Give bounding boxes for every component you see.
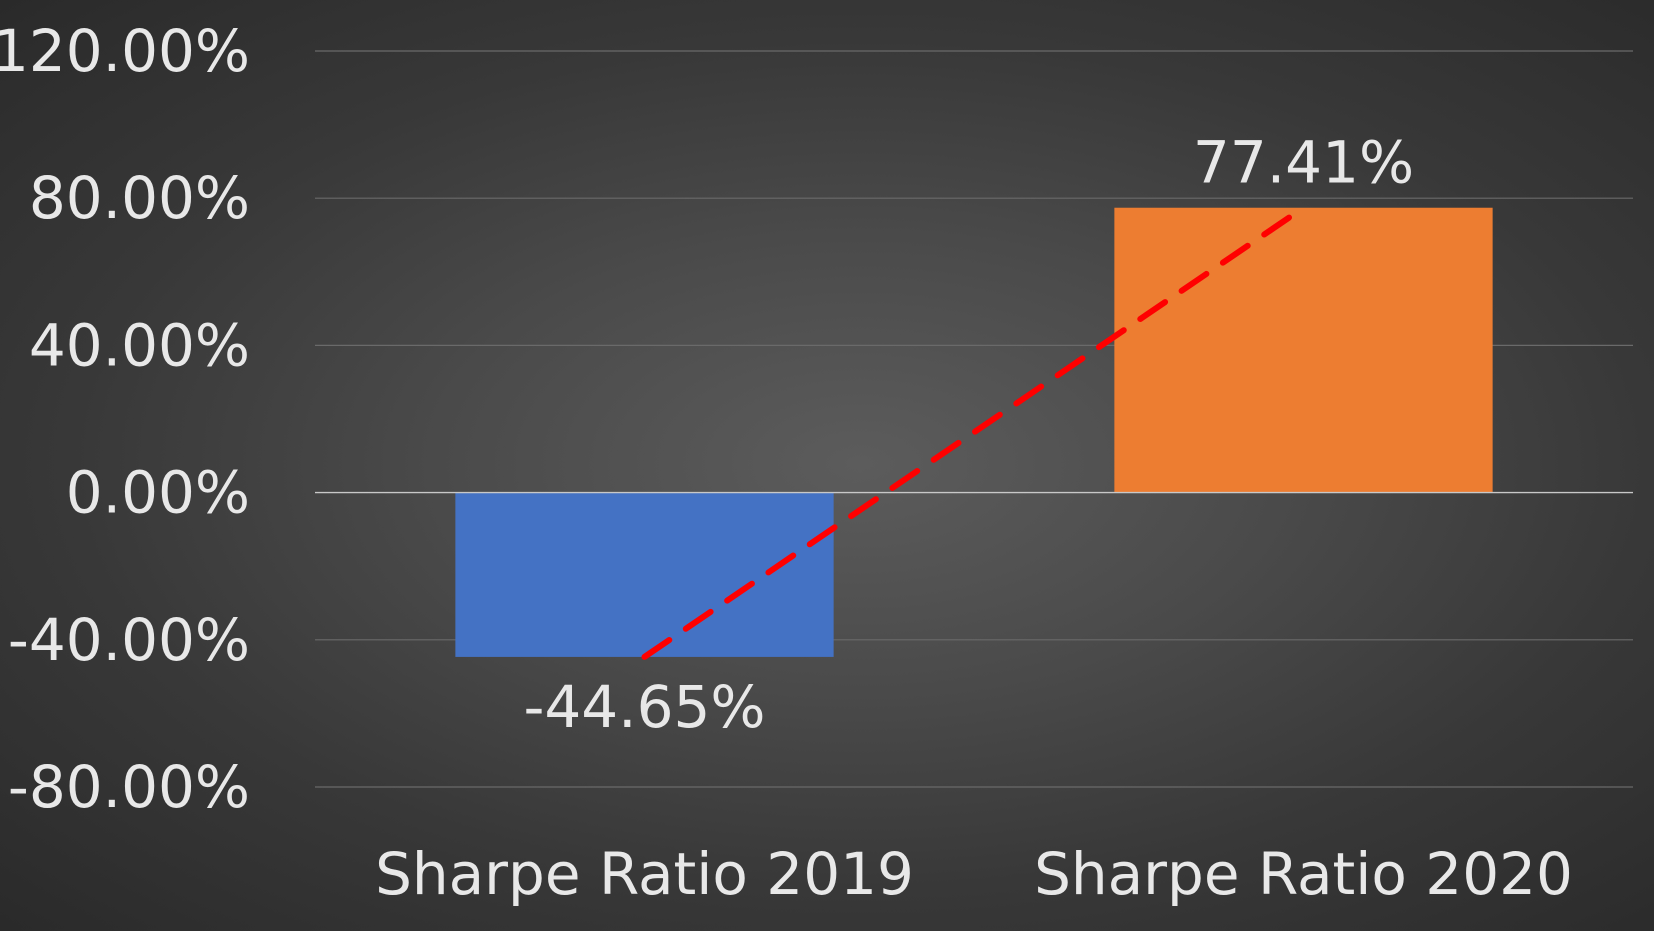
trendline <box>641 204 1307 660</box>
x-category-label: Sharpe Ratio 2020 <box>1034 840 1573 908</box>
y-tick-label: -80.00% <box>8 753 250 821</box>
y-tick-label: -40.00% <box>8 606 250 674</box>
trendline-path <box>641 204 1307 660</box>
x-category-label: Sharpe Ratio 2019 <box>375 840 914 908</box>
data-label: -44.65% <box>523 673 765 741</box>
y-axis-tick-labels: 120.00% 80.00% 40.00% 0.00% -40.00% -80.00% <box>0 17 250 821</box>
data-label: 77.41% <box>1193 129 1414 197</box>
y-tick-label: 40.00% <box>29 311 250 379</box>
bar <box>1114 207 1493 493</box>
y-tick-label: 80.00% <box>29 164 250 232</box>
bar <box>455 492 834 657</box>
y-tick-label: 0.00% <box>66 459 250 527</box>
x-axis-category-labels: Sharpe Ratio 2019 Sharpe Ratio 2020 <box>375 840 1573 908</box>
bars <box>455 207 1493 657</box>
y-tick-label: 120.00% <box>0 17 250 85</box>
data-labels: -44.65% 77.41% <box>523 129 1414 741</box>
